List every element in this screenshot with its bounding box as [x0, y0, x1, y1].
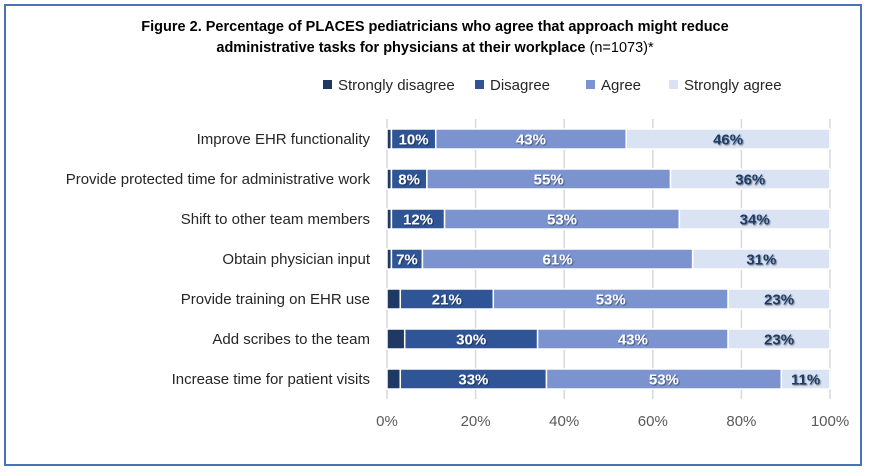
title-line-2: administrative tasks for physicians at t… — [216, 40, 586, 56]
chart-title: Figure 2. Percentage of PLACES pediatric… — [0, 17, 870, 59]
x-tick-label: 80% — [726, 413, 756, 430]
category-label: Increase time for patient visits — [172, 371, 370, 388]
legend-label: Disagree — [490, 77, 550, 94]
category-label: Provide training on EHR use — [181, 291, 370, 308]
data-label: 61% — [543, 252, 573, 269]
bar-segment — [780, 368, 831, 390]
data-label: 34% — [740, 212, 770, 229]
legend-swatch — [323, 80, 332, 89]
chart-frame — [4, 4, 862, 466]
title-sample-size: (n=1073)* — [589, 40, 654, 56]
data-label: 11% — [791, 372, 820, 389]
data-label: 21% — [432, 292, 462, 309]
x-tick-label: 0% — [376, 413, 398, 430]
bar-segment — [727, 288, 831, 310]
x-tick-label: 60% — [638, 413, 668, 430]
bar-segment — [727, 328, 831, 350]
x-tick-label: 20% — [461, 413, 491, 430]
legend-swatch — [669, 80, 678, 89]
data-label: 23% — [764, 292, 794, 309]
x-tick-label: 40% — [549, 413, 579, 430]
data-label: 55% — [534, 172, 564, 189]
category-label: Add scribes to the team — [212, 331, 370, 348]
category-label: Provide protected time for administrativ… — [66, 171, 371, 188]
data-label: 7% — [396, 252, 418, 269]
data-label: 33% — [458, 372, 488, 389]
bar-segment — [386, 368, 402, 390]
title-line-1: Figure 2. Percentage of PLACES pediatric… — [141, 19, 729, 35]
data-label: 31% — [746, 252, 776, 269]
bar-segment — [669, 168, 831, 190]
category-label: Obtain physician input — [222, 251, 370, 268]
bar-segment — [625, 128, 831, 150]
data-label: 43% — [516, 132, 546, 149]
bar-segment — [691, 248, 831, 270]
data-label: 53% — [547, 212, 577, 229]
data-label: 10% — [399, 132, 429, 149]
category-label: Shift to other team members — [181, 211, 370, 228]
legend-swatch — [475, 80, 484, 89]
bar-segment — [678, 208, 831, 230]
data-label: 46% — [713, 132, 743, 149]
legend-label: Strongly disagree — [338, 77, 455, 94]
data-label: 12% — [403, 212, 433, 229]
category-label: Improve EHR functionality — [197, 131, 371, 148]
data-label: 8% — [398, 172, 420, 189]
legend-label: Strongly agree — [684, 77, 782, 94]
legend-swatch — [586, 80, 595, 89]
bar-segment — [386, 288, 402, 310]
data-label: 30% — [456, 332, 486, 349]
bar-segment — [386, 328, 406, 350]
data-label: 43% — [618, 332, 648, 349]
data-label: 53% — [649, 372, 679, 389]
data-label: 23% — [764, 332, 794, 349]
data-label: 53% — [596, 292, 626, 309]
x-tick-label: 100% — [811, 413, 849, 430]
data-label: 36% — [735, 172, 765, 189]
legend-label: Agree — [601, 77, 641, 94]
